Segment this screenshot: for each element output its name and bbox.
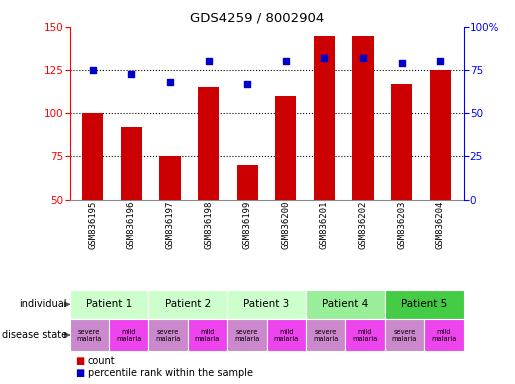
Point bbox=[243, 81, 251, 87]
Bar bbox=[391, 84, 413, 200]
Bar bbox=[198, 88, 219, 200]
Point bbox=[166, 79, 174, 85]
Point bbox=[282, 58, 290, 65]
Text: ■: ■ bbox=[75, 356, 84, 366]
Text: percentile rank within the sample: percentile rank within the sample bbox=[88, 368, 252, 378]
Text: Patient 5: Patient 5 bbox=[401, 299, 447, 310]
Text: Patient 4: Patient 4 bbox=[322, 299, 368, 310]
Text: severe
malaria: severe malaria bbox=[77, 329, 102, 341]
Bar bbox=[121, 127, 142, 200]
Text: mild
malaria: mild malaria bbox=[116, 329, 141, 341]
Bar bbox=[352, 36, 374, 200]
Text: severe
malaria: severe malaria bbox=[313, 329, 338, 341]
Text: Patient 3: Patient 3 bbox=[244, 299, 289, 310]
Point bbox=[320, 55, 329, 61]
Text: Patient 1: Patient 1 bbox=[86, 299, 132, 310]
Bar bbox=[236, 165, 258, 200]
Bar bbox=[430, 70, 451, 200]
Text: severe
malaria: severe malaria bbox=[234, 329, 260, 341]
Text: severe
malaria: severe malaria bbox=[392, 329, 417, 341]
Bar bbox=[275, 96, 297, 200]
Text: individual: individual bbox=[20, 299, 67, 310]
Text: GDS4259 / 8002904: GDS4259 / 8002904 bbox=[191, 12, 324, 25]
Text: Patient 2: Patient 2 bbox=[165, 299, 211, 310]
Text: disease state: disease state bbox=[2, 330, 67, 340]
Point bbox=[398, 60, 406, 66]
Text: mild
malaria: mild malaria bbox=[195, 329, 220, 341]
Point bbox=[127, 71, 135, 77]
Text: ■: ■ bbox=[75, 368, 84, 378]
Text: mild
malaria: mild malaria bbox=[273, 329, 299, 341]
Text: mild
malaria: mild malaria bbox=[352, 329, 377, 341]
Point bbox=[204, 58, 213, 65]
Text: severe
malaria: severe malaria bbox=[156, 329, 181, 341]
Point bbox=[359, 55, 367, 61]
Bar bbox=[314, 36, 335, 200]
Bar bbox=[159, 157, 181, 200]
Point bbox=[436, 58, 444, 65]
Bar bbox=[82, 113, 104, 200]
Text: mild
malaria: mild malaria bbox=[431, 329, 456, 341]
Text: count: count bbox=[88, 356, 115, 366]
Point bbox=[89, 67, 97, 73]
